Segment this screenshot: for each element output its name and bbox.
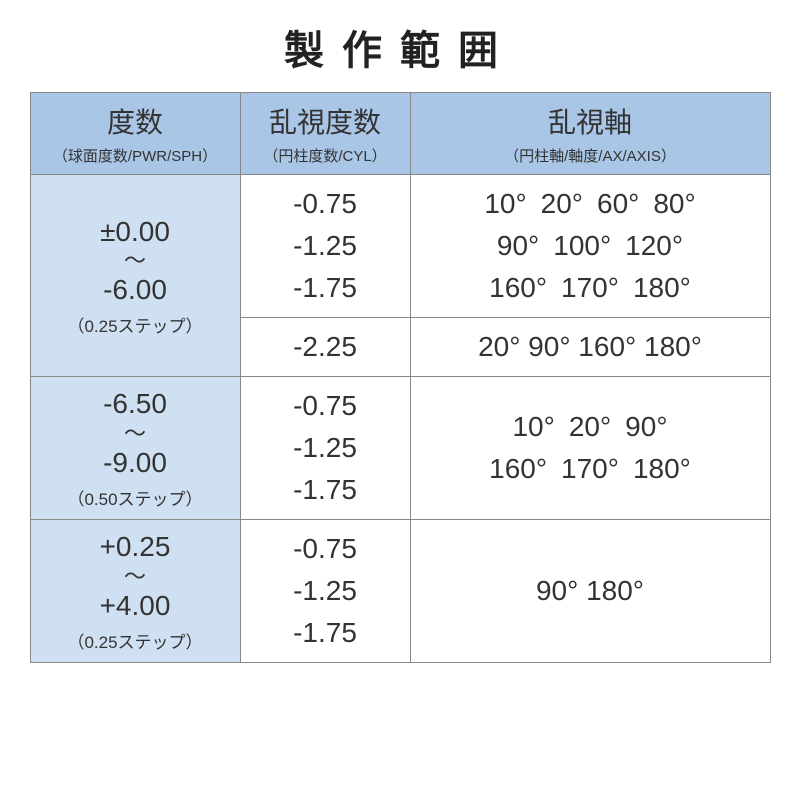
table-row: -6.50 〜 -9.00 （0.50ステップ） -0.75-1.25-1.75…: [30, 377, 770, 520]
col-header-axis: 乱視軸 （円柱軸/軸度/AX/AXIS）: [410, 93, 770, 175]
sph-from: +0.25: [37, 529, 234, 565]
sph-to: +4.00: [37, 588, 234, 624]
cyl-values: -0.75-1.25-1.75: [247, 528, 404, 654]
cyl-values: -0.75-1.25-1.75: [247, 385, 404, 511]
axis-cell: 90° 180°: [410, 520, 770, 663]
sph-tilde: 〜: [37, 423, 234, 445]
col-header-cyl: 乱視度数 （円柱度数/CYL）: [240, 93, 410, 175]
table-body: ±0.00 〜 -6.00 （0.25ステップ） -0.75-1.25-1.75…: [30, 175, 770, 663]
cyl-values: -0.75-1.25-1.75: [247, 183, 404, 309]
cyl-values: -2.25: [247, 326, 404, 368]
table-header-row: 度数 （球面度数/PWR/SPH） 乱視度数 （円柱度数/CYL） 乱視軸 （円…: [30, 93, 770, 175]
col-header-cyl-sub: （円柱度数/CYL）: [247, 145, 404, 166]
col-header-sph: 度数 （球面度数/PWR/SPH）: [30, 93, 240, 175]
sph-step: （0.25ステップ）: [37, 628, 234, 653]
sph-to: -6.00: [37, 272, 234, 308]
sph-tilde: 〜: [37, 250, 234, 272]
axis-values: 10° 20° 90°160° 170° 180°: [417, 406, 764, 490]
table-row: ±0.00 〜 -6.00 （0.25ステップ） -0.75-1.25-1.75…: [30, 175, 770, 318]
sph-to: -9.00: [37, 445, 234, 481]
axis-cell: 20° 90° 160° 180°: [410, 318, 770, 377]
sph-cell: ±0.00 〜 -6.00 （0.25ステップ）: [30, 175, 240, 377]
col-header-sph-sub: （球面度数/PWR/SPH）: [37, 145, 234, 166]
table-row: +0.25 〜 +4.00 （0.25ステップ） -0.75-1.25-1.75…: [30, 520, 770, 663]
sph-step: （0.25ステップ）: [37, 312, 234, 337]
cyl-cell: -0.75-1.25-1.75: [240, 377, 410, 520]
range-table: 度数 （球面度数/PWR/SPH） 乱視度数 （円柱度数/CYL） 乱視軸 （円…: [30, 92, 771, 663]
axis-values: 10° 20° 60° 80°90° 100° 120°160° 170° 18…: [417, 183, 764, 309]
sph-cell: -6.50 〜 -9.00 （0.50ステップ）: [30, 377, 240, 520]
sph-from: -6.50: [37, 386, 234, 422]
col-header-axis-sub: （円柱軸/軸度/AX/AXIS）: [417, 145, 764, 166]
col-header-axis-main: 乱視軸: [417, 101, 764, 141]
sph-cell: +0.25 〜 +4.00 （0.25ステップ）: [30, 520, 240, 663]
axis-values: 20° 90° 160° 180°: [417, 326, 764, 368]
cyl-cell: -0.75-1.25-1.75: [240, 520, 410, 663]
sph-from: ±0.00: [37, 214, 234, 250]
axis-values: 90° 180°: [417, 570, 764, 612]
col-header-cyl-main: 乱視度数: [247, 101, 404, 141]
axis-cell: 10° 20° 60° 80°90° 100° 120°160° 170° 18…: [410, 175, 770, 318]
sph-tilde: 〜: [37, 566, 234, 588]
cyl-cell: -2.25: [240, 318, 410, 377]
sph-step: （0.50ステップ）: [37, 485, 234, 510]
cyl-cell: -0.75-1.25-1.75: [240, 175, 410, 318]
axis-cell: 10° 20° 90°160° 170° 180°: [410, 377, 770, 520]
page-title: 製作範囲: [284, 18, 516, 76]
col-header-sph-main: 度数: [37, 101, 234, 141]
